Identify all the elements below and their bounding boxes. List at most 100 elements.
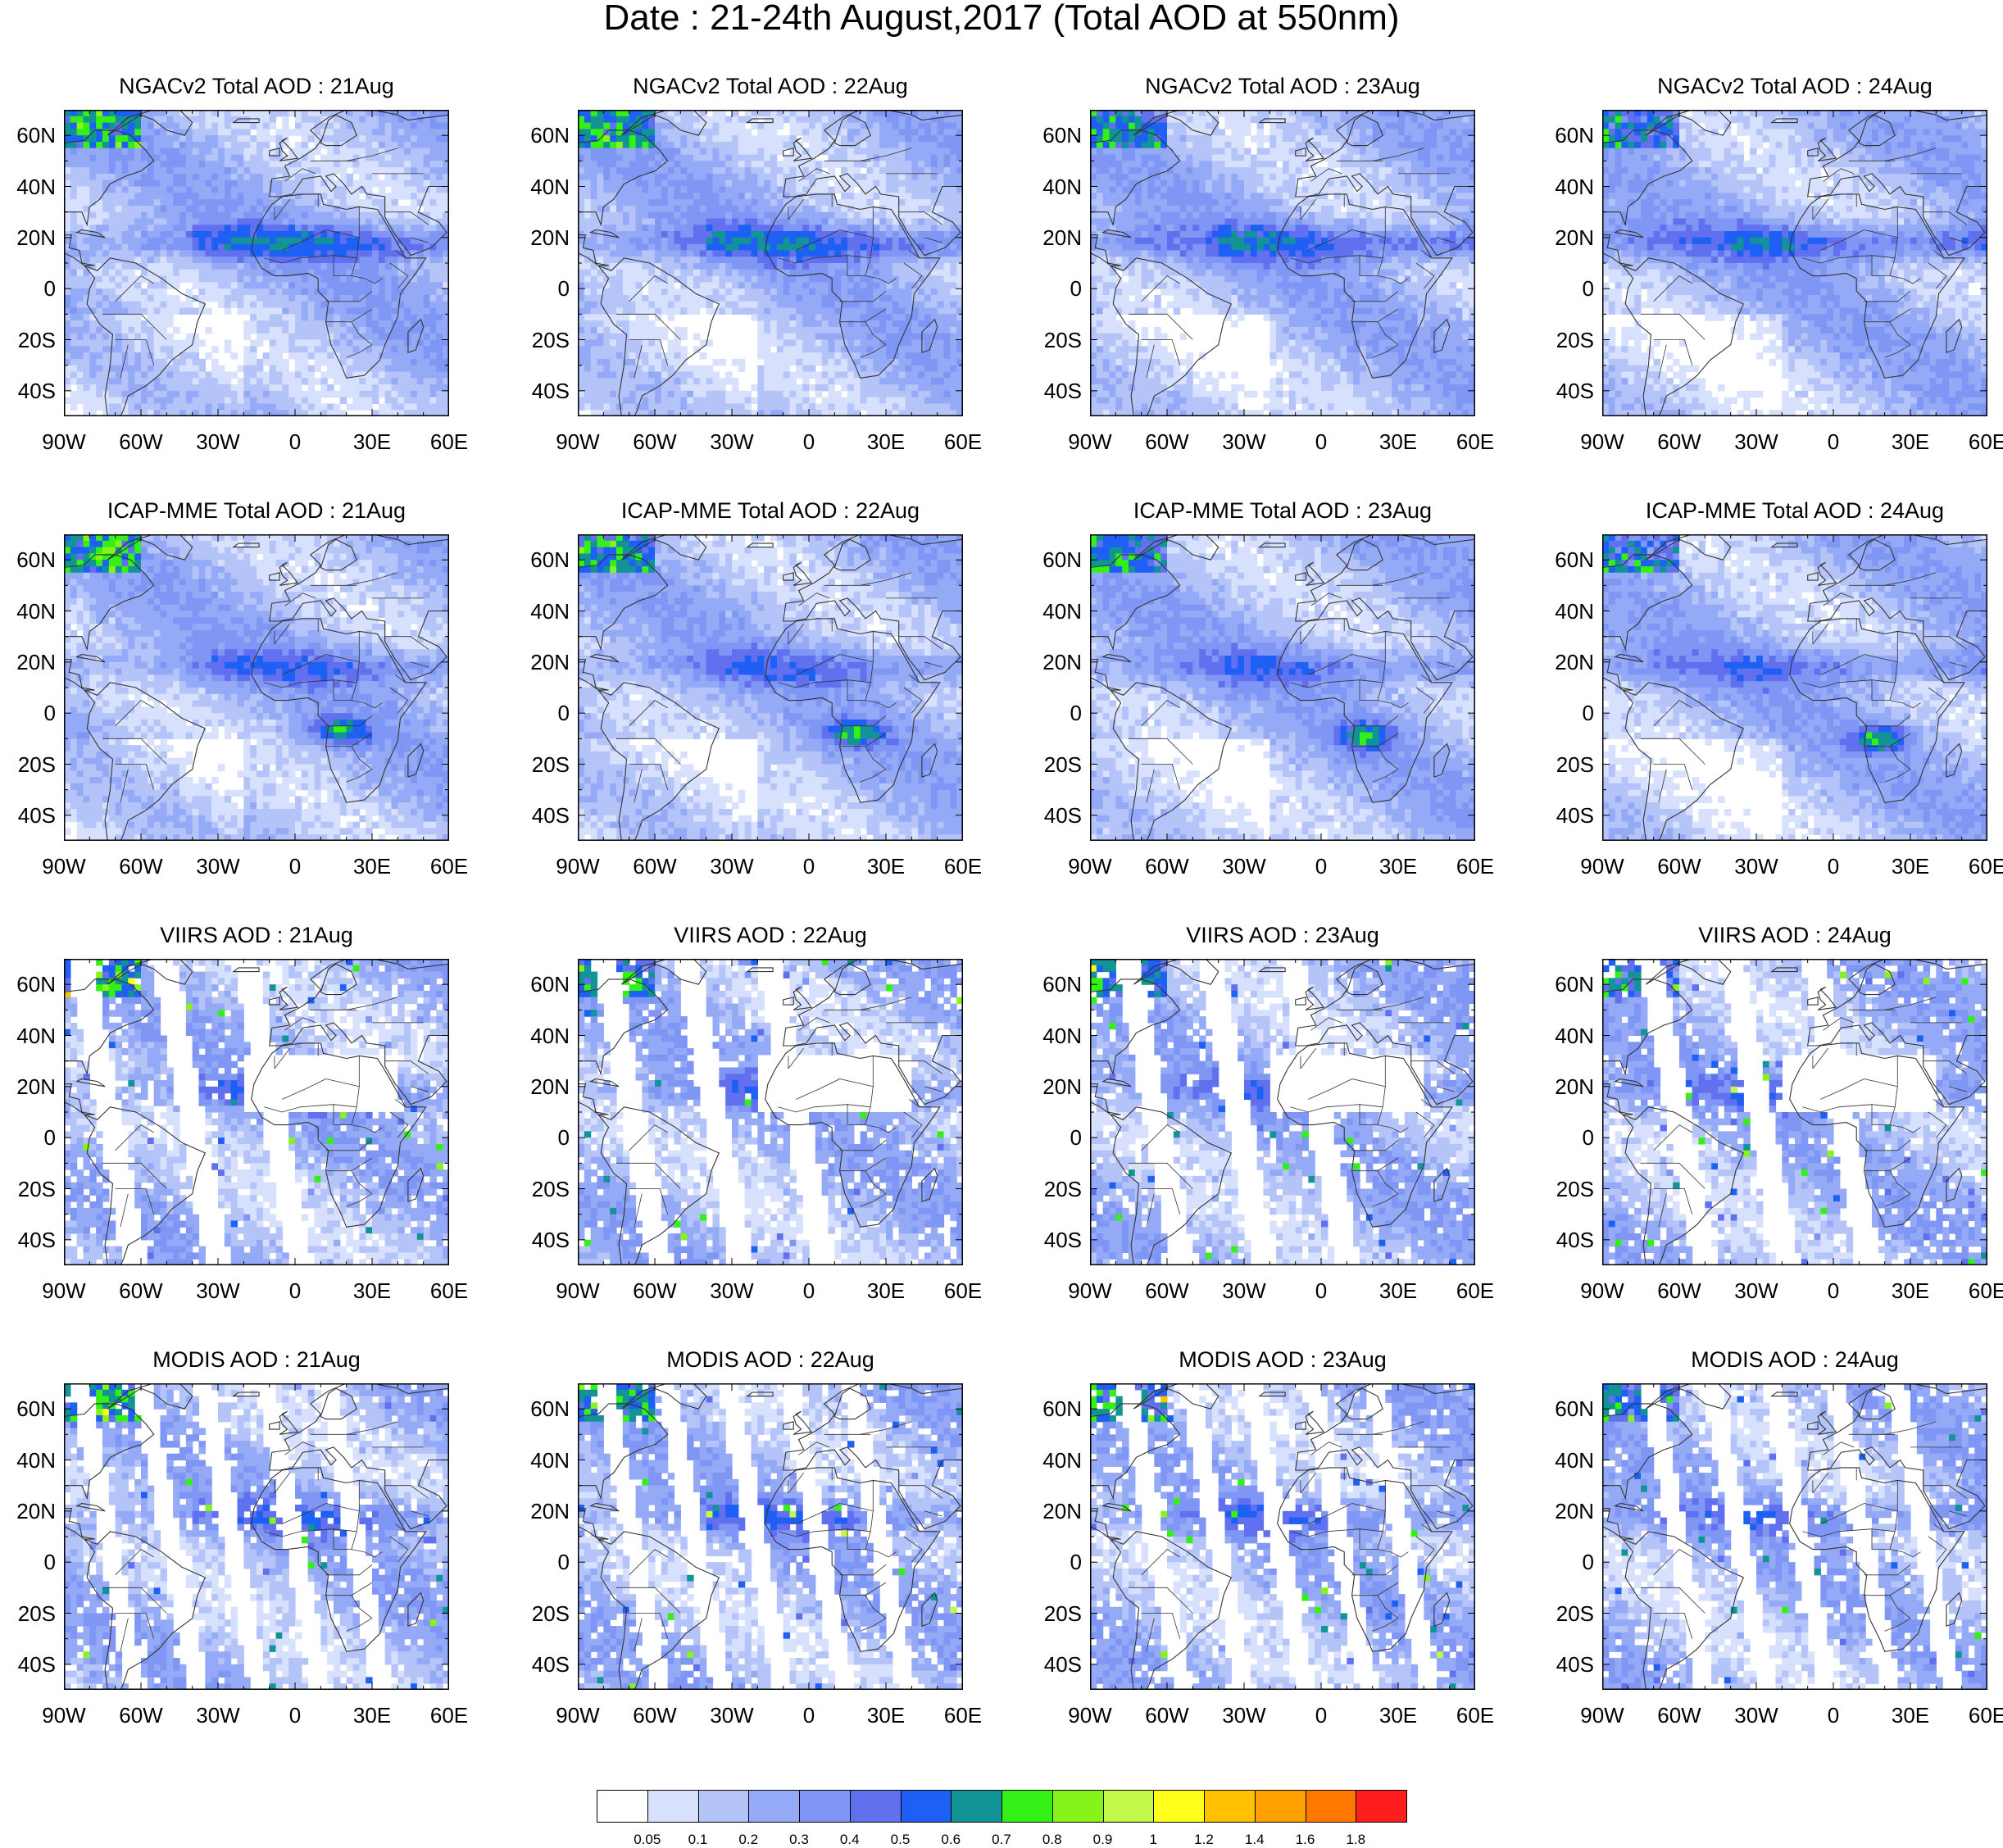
colorbar-label: 0.9 <box>1079 1832 1128 1847</box>
lon-tick-label: 0 <box>262 431 328 452</box>
lat-tick-label: 20N <box>1024 1501 1082 1522</box>
panel-title: MODIS AOD : 23Aug <box>1051 1347 1514 1372</box>
map-border <box>64 959 449 1265</box>
lon-tick-label: 90W <box>1057 1280 1123 1301</box>
lat-tick-label: 40S <box>0 805 56 826</box>
lat-tick-label: 0 <box>0 1127 56 1148</box>
lon-tick-label: 30W <box>699 431 765 452</box>
aod-map <box>64 110 449 416</box>
lon-tick-label: 30E <box>1878 856 1943 877</box>
lon-tick-label: 60W <box>1646 431 1712 452</box>
map-border <box>1602 1383 1987 1690</box>
coastlines <box>64 1383 449 1690</box>
lon-tick-label: 60W <box>1134 856 1200 877</box>
map-svg <box>1602 1383 1987 1690</box>
colorbar-swatch <box>799 1790 851 1823</box>
map-svg <box>1602 959 1987 1265</box>
lon-tick-label: 90W <box>31 1705 97 1726</box>
lon-tick-label: 30W <box>185 431 251 452</box>
map-panel: VIIRS AOD : 21Aug 60N 40N 20N 0 20S 40S 90W 60W 3… <box>16 923 523 1308</box>
panel-title: MODIS AOD : 21Aug <box>25 1347 488 1372</box>
lat-tick-label: 40N <box>0 1450 56 1471</box>
lat-tick-label: 40N <box>1024 176 1082 198</box>
map-svg <box>1090 110 1475 416</box>
map-svg <box>64 534 449 841</box>
lon-tick-label: 60W <box>622 1705 688 1726</box>
aod-field <box>64 959 449 1265</box>
lon-tick-label: 0 <box>776 1280 842 1301</box>
lon-tick-label: 0 <box>1288 856 1354 877</box>
colorbar-label: 1.2 <box>1179 1832 1229 1847</box>
lat-tick-label: 0 <box>512 702 570 724</box>
map-svg <box>64 110 449 416</box>
lat-tick-label: 20S <box>1024 1603 1082 1624</box>
lat-tick-label: 40N <box>1537 176 1594 198</box>
lat-tick-label: 20N <box>1537 652 1594 673</box>
lat-tick-label: 40N <box>1024 1025 1082 1047</box>
map-svg <box>1090 1383 1475 1690</box>
panel-title: NGACv2 Total AOD : 24Aug <box>1564 74 2003 98</box>
panel-title: VIIRS AOD : 24Aug <box>1564 923 2003 947</box>
colorbar-label: 1.8 <box>1331 1832 1380 1847</box>
lat-tick-label: 0 <box>1537 278 1594 299</box>
lon-tick-label: 90W <box>1569 1705 1635 1726</box>
map-border <box>1602 534 1987 841</box>
map-panel: ICAP-MME Total AOD : 22Aug 60N 40N 20N 0 20S 4… <box>530 498 1037 883</box>
map-border <box>1090 959 1475 1265</box>
lon-tick-label: 30W <box>1211 431 1277 452</box>
map-border <box>1602 959 1987 1265</box>
map-border <box>64 534 449 841</box>
lat-tick-label: 20N <box>0 227 56 248</box>
aod-map <box>578 1383 963 1690</box>
colorbar-swatch <box>1356 1790 1407 1823</box>
lon-tick-label: 90W <box>1057 856 1123 877</box>
map-panel: NGACv2 Total AOD : 23Aug 60N 40N 20N 0 20S 40S… <box>1042 74 1549 459</box>
map-svg <box>578 959 963 1265</box>
lat-tick-label: 60N <box>512 549 570 570</box>
lat-tick-label: 40S <box>1537 380 1594 402</box>
lon-tick-label: 60E <box>416 1705 482 1726</box>
lon-tick-label: 30W <box>1724 431 1789 452</box>
lon-tick-label: 0 <box>1288 1705 1354 1726</box>
lon-tick-label: 30W <box>699 1705 765 1726</box>
panel-title: ICAP-MME Total AOD : 24Aug <box>1564 498 2003 523</box>
aod-field <box>578 534 963 841</box>
coastlines <box>578 1383 963 1690</box>
aod-map <box>578 959 963 1265</box>
map-svg <box>578 534 963 841</box>
lon-tick-label: 30W <box>1724 1705 1789 1726</box>
lon-tick-label: 60E <box>416 856 482 877</box>
lon-tick-label: 30E <box>1878 431 1943 452</box>
map-panel: ICAP-MME Total AOD : 23Aug 60N 40N 20N 0 20S 4… <box>1042 498 1549 883</box>
aod-map <box>64 959 449 1265</box>
aod-field <box>1602 110 1987 416</box>
lon-tick-label: 90W <box>1569 856 1635 877</box>
lat-tick-label: 20N <box>1024 1076 1082 1097</box>
lon-tick-label: 0 <box>1288 1280 1354 1301</box>
lon-tick-label: 30E <box>1365 856 1431 877</box>
lon-tick-label: 30E <box>1365 1705 1431 1726</box>
lat-tick-label: 40S <box>1024 380 1082 402</box>
lon-tick-label: 30W <box>1211 856 1277 877</box>
panel-title: VIIRS AOD : 22Aug <box>539 923 1002 947</box>
lon-tick-label: 0 <box>1801 1280 1866 1301</box>
lon-tick-label: 60E <box>930 1705 996 1726</box>
aod-field <box>64 110 449 416</box>
lon-tick-label: 0 <box>262 1280 328 1301</box>
map-border <box>578 110 963 416</box>
lon-tick-label: 60W <box>108 1280 174 1301</box>
aod-map <box>64 534 449 841</box>
lon-tick-label: 60W <box>622 856 688 877</box>
panel-title: NGACv2 Total AOD : 21Aug <box>25 74 488 98</box>
colorbar-swatch <box>1102 1790 1155 1823</box>
panel-title: VIIRS AOD : 23Aug <box>1051 923 1514 947</box>
lat-tick-label: 40S <box>512 1229 570 1251</box>
coastlines <box>1602 1383 1987 1690</box>
lat-tick-label: 40N <box>1024 1450 1082 1471</box>
colorbar-swatch <box>900 1790 952 1823</box>
lat-tick-label: 60N <box>1024 549 1082 570</box>
lat-tick-label: 60N <box>512 974 570 995</box>
lon-tick-label: 30E <box>339 1705 405 1726</box>
lat-tick-label: 40S <box>512 380 570 402</box>
lat-tick-label: 40N <box>1024 601 1082 622</box>
